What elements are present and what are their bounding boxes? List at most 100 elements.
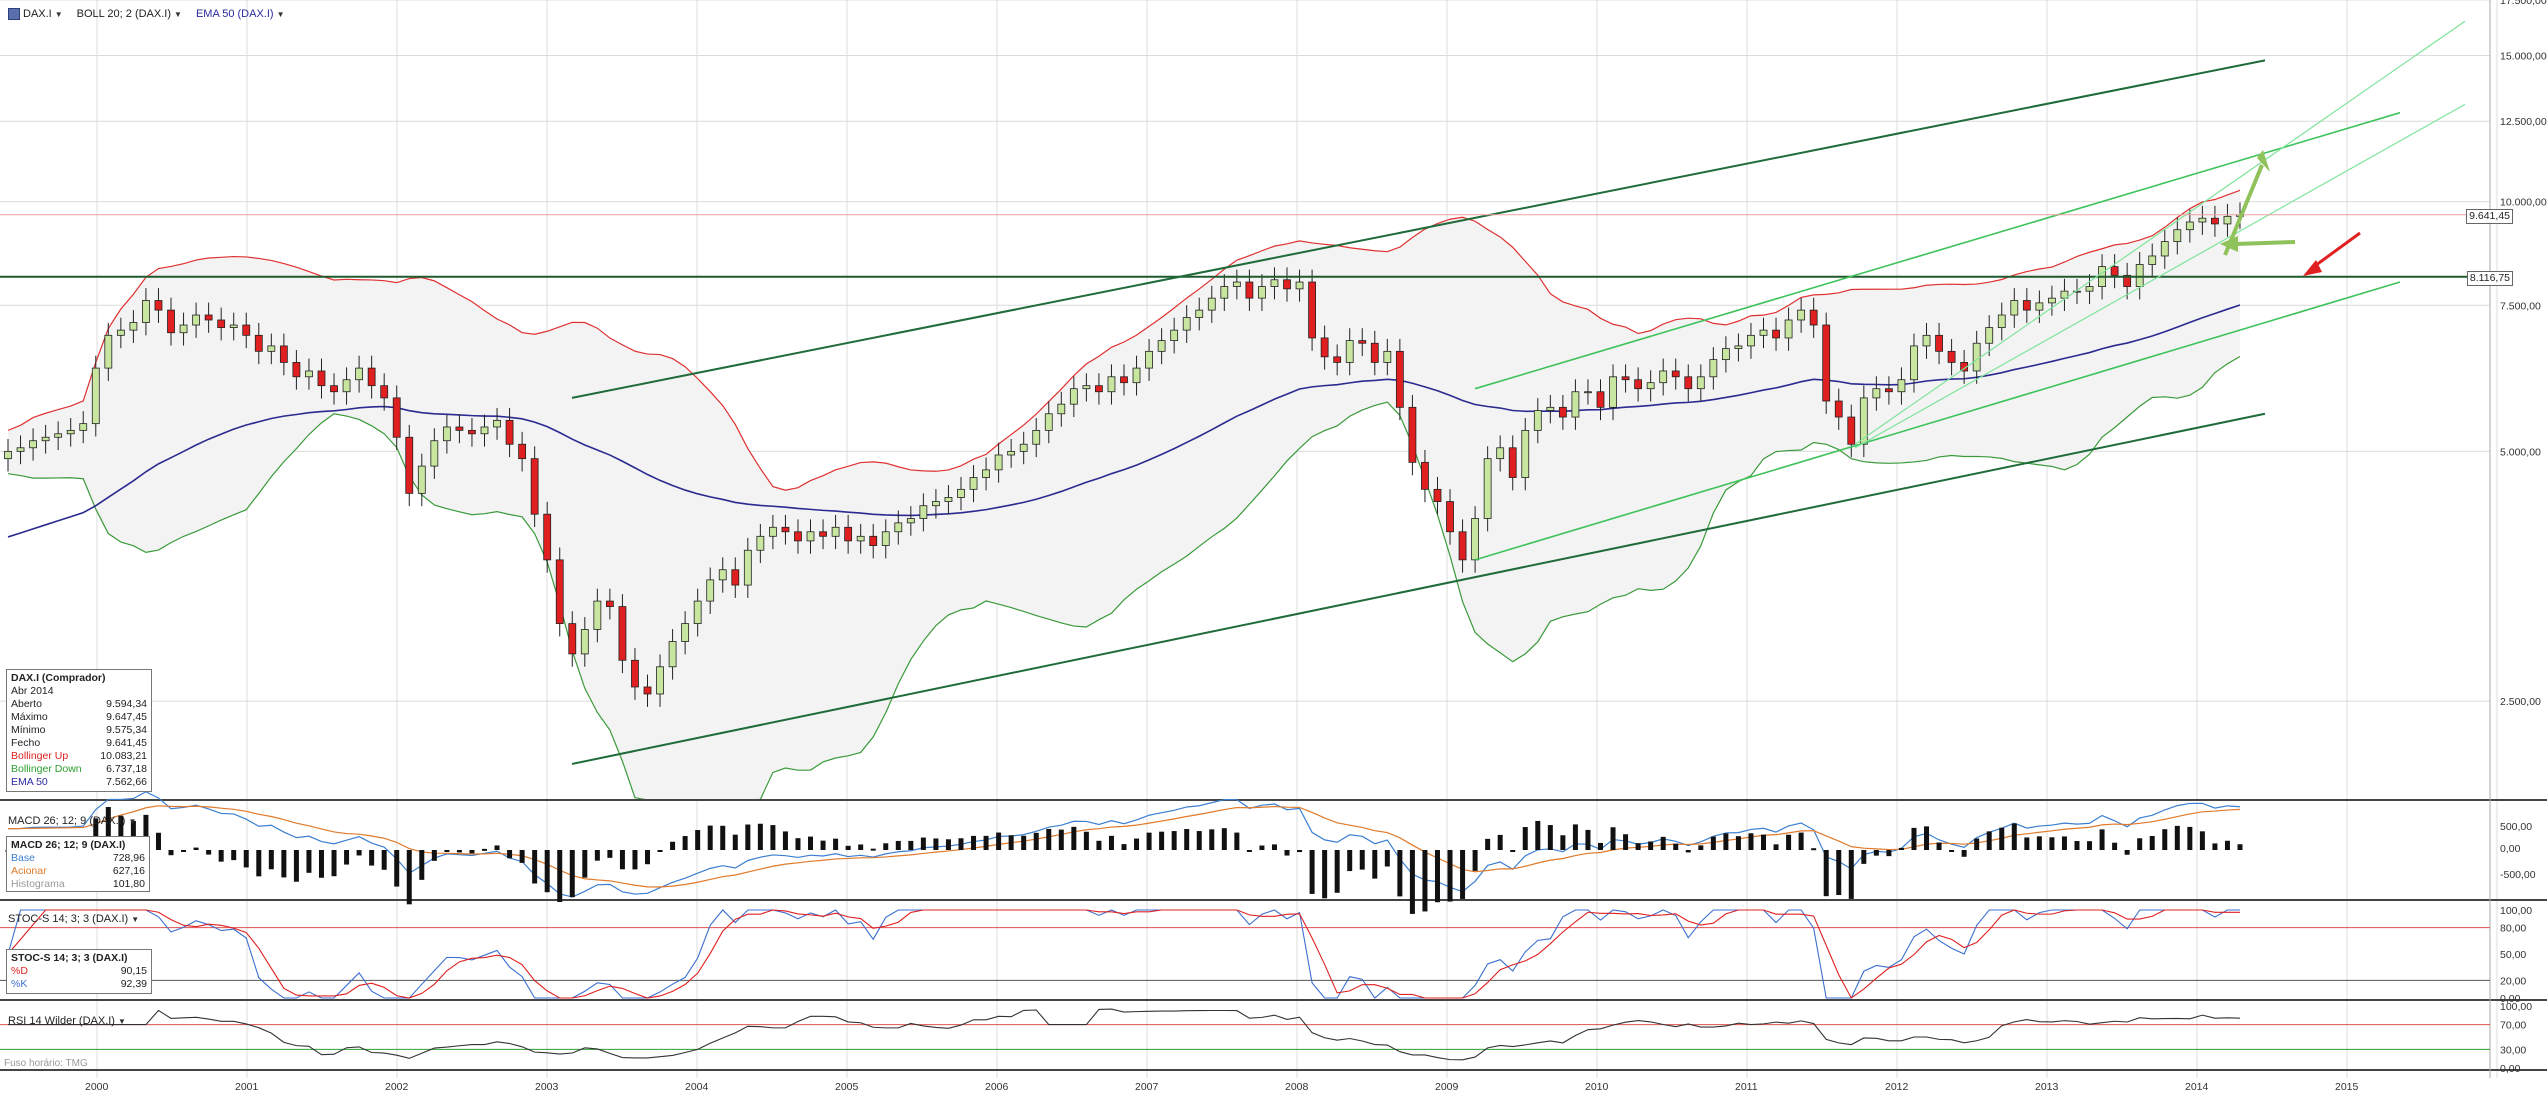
macd-histogram-bar (394, 850, 400, 887)
macd-histogram-bar (206, 850, 212, 855)
macd-header[interactable]: MACD 26; 12; 9 (DAX.I) ▼ (8, 815, 136, 827)
x-year-label: 2000 (85, 1081, 109, 1093)
macd-legend-label: Acionar (11, 865, 47, 877)
candle (1671, 370, 1680, 378)
chevron-down-icon[interactable]: ▼ (174, 9, 182, 19)
candle (1370, 342, 1379, 363)
macd-axis-label: 0,00 (2500, 843, 2521, 855)
red-down-arrow (2311, 231, 2361, 270)
chevron-down-icon[interactable]: ▼ (128, 817, 137, 826)
macd-histogram-bar (1121, 844, 1127, 850)
candle (856, 535, 865, 542)
macd-histogram-bar (1472, 850, 1478, 871)
stoch-header[interactable]: STOC-S 14; 3; 3 (DAX.I) ▼ (8, 913, 139, 925)
chevron-down-icon[interactable]: ▼ (118, 1017, 126, 1026)
macd-histogram-bar (1334, 850, 1340, 893)
macd-histogram-bar (1409, 850, 1415, 914)
candle (1182, 317, 1191, 331)
candle (1646, 382, 1655, 390)
macd-histogram-bar (1698, 845, 1704, 850)
candle (41, 436, 50, 442)
candle (994, 454, 1003, 471)
rsi-axis-label: 0,00 (2500, 1063, 2521, 1075)
macd-histogram-bar (256, 850, 262, 877)
macd-histogram-bar (1886, 850, 1892, 857)
candle (1295, 281, 1304, 290)
macd-histogram-bar (2224, 840, 2230, 850)
candle (317, 370, 326, 387)
macd-histogram-bar (105, 806, 111, 850)
macd-histogram-bar (318, 850, 324, 878)
legend-value: 9.647,45 (106, 711, 147, 723)
macd-histogram-bar (908, 840, 914, 850)
ema-selector[interactable]: EMA 50 (DAX.I) ▼ (196, 8, 285, 20)
macd-histogram-bar (1924, 826, 1930, 850)
macd-histogram-bar (1096, 840, 1102, 850)
candle (1145, 350, 1153, 369)
macd-base-line (7, 791, 2241, 898)
candle (2035, 302, 2044, 311)
macd-legend-value: 728,96 (112, 852, 145, 864)
macd-histogram-bar (1974, 838, 1980, 850)
candle (493, 419, 501, 428)
candle (631, 659, 639, 688)
legend-value: 7.562,66 (106, 776, 147, 788)
macd-histogram-bar (268, 850, 274, 870)
macd-histogram-bar (1008, 835, 1014, 850)
green-left-arrow (2234, 240, 2296, 246)
chevron-down-icon[interactable]: ▼ (131, 915, 140, 924)
candle (2211, 217, 2219, 225)
symbol-selector[interactable]: DAX.I ▼ (8, 8, 63, 20)
candle (1709, 359, 1718, 378)
candle (1132, 367, 1141, 384)
macd-histogram-bar (519, 850, 525, 863)
macd-histogram-bar (895, 840, 901, 850)
macd-histogram-bar (356, 850, 362, 856)
candle (1446, 501, 1454, 533)
macd-histogram-bar (1271, 844, 1277, 850)
legend-row: EMA 50 7.562,66 (11, 776, 147, 789)
rsi-header[interactable]: RSI 14 Wilder (DAX.I) ▼ (8, 1015, 126, 1027)
candle (242, 324, 251, 336)
legend-row: Fecho 9.641,45 (11, 737, 147, 750)
y-tick-label: 15.000,00 (2500, 51, 2547, 63)
candle (254, 334, 263, 352)
macd-histogram-bar (996, 832, 1002, 850)
candle (1471, 518, 1480, 561)
macd-histogram-bar (607, 850, 613, 858)
bollinger-selector[interactable]: BOLL 20; 2 (DAX.I) ▼ (77, 8, 182, 20)
candle (681, 623, 690, 642)
macd-histogram-bar (1510, 850, 1516, 852)
y-tick-label: 2.500,00 (2500, 696, 2541, 708)
x-year-label: 2001 (235, 1081, 259, 1093)
x-year-label: 2007 (1135, 1081, 1159, 1093)
macd-histogram-bar (1786, 834, 1792, 850)
x-year-label: 2014 (2185, 1081, 2209, 1093)
candle (1985, 327, 1994, 344)
macd-histogram-bar (2199, 831, 2205, 850)
stoch-legend-row: %K 92,39 (11, 978, 147, 991)
chart-type-icon[interactable] (8, 8, 20, 20)
candle (229, 324, 238, 328)
macd-histogram-bar (369, 850, 375, 866)
macd-histogram-bar (594, 850, 600, 861)
candle (1320, 337, 1329, 358)
chevron-down-icon[interactable]: ▼ (276, 9, 285, 19)
candle (2160, 241, 2169, 257)
macd-histogram-bar (808, 836, 814, 850)
x-year-label: 2012 (1885, 1081, 1909, 1093)
macd-histogram-bar (2237, 844, 2243, 850)
candle (1947, 350, 1956, 363)
macd-histogram-bar (218, 850, 224, 862)
candle (66, 429, 75, 435)
candle (831, 526, 840, 537)
candle (1082, 385, 1091, 390)
candle (806, 531, 815, 542)
macd-histogram-bar (1723, 833, 1729, 850)
candle (1696, 376, 1705, 390)
chevron-down-icon[interactable]: ▼ (54, 9, 63, 19)
candle (2048, 297, 2056, 304)
candle (2010, 300, 2019, 316)
candle (957, 488, 965, 498)
